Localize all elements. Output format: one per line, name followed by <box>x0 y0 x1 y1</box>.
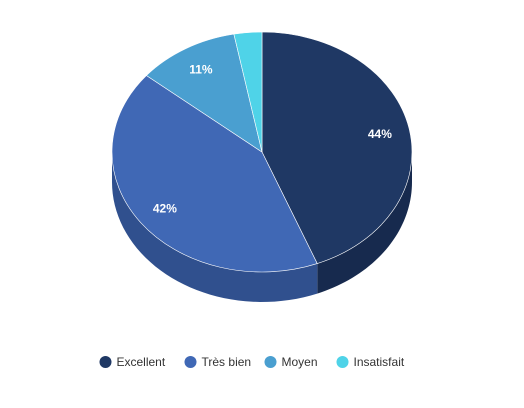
data-label-tres-bien: 42% <box>153 201 177 215</box>
legend-marker-tres-bien <box>184 356 197 368</box>
legend-item-tres-bien[interactable]: Très bien <box>184 355 252 369</box>
legend-marker-moyen <box>264 356 277 368</box>
legend-marker-excellent <box>99 356 112 368</box>
data-label-moyen: 11% <box>189 62 213 76</box>
legend-label-tres-bien: Très bien <box>202 355 252 369</box>
legend-label-moyen: Moyen <box>282 355 318 369</box>
pie-depth-layer <box>112 152 412 302</box>
legend-item-excellent[interactable]: Excellent <box>99 355 166 369</box>
pie-side-excellent <box>317 152 412 294</box>
legend-item-insatisfait[interactable]: Insatisfait <box>336 355 405 369</box>
legend-label-excellent: Excellent <box>117 355 166 369</box>
pie-slice-excellent[interactable] <box>261 31 413 264</box>
pie-slice-tres-bien[interactable] <box>111 75 318 273</box>
pie-data-labels: 44% 42% 11% <box>153 62 392 215</box>
data-label-excellent: 44% <box>368 127 392 141</box>
legend-item-moyen[interactable]: Moyen <box>264 355 318 369</box>
pie-slice-insatisfait[interactable] <box>233 31 263 153</box>
pie-slice-moyen[interactable] <box>145 33 263 153</box>
legend-marker-insatisfait <box>336 356 349 368</box>
pie-top-layer <box>111 31 413 273</box>
legend-label-insatisfait: Insatisfait <box>354 355 405 369</box>
legend: Excellent Très bien Moyen Insatisfait <box>99 355 405 369</box>
pie-side-tres-bien <box>112 152 318 302</box>
